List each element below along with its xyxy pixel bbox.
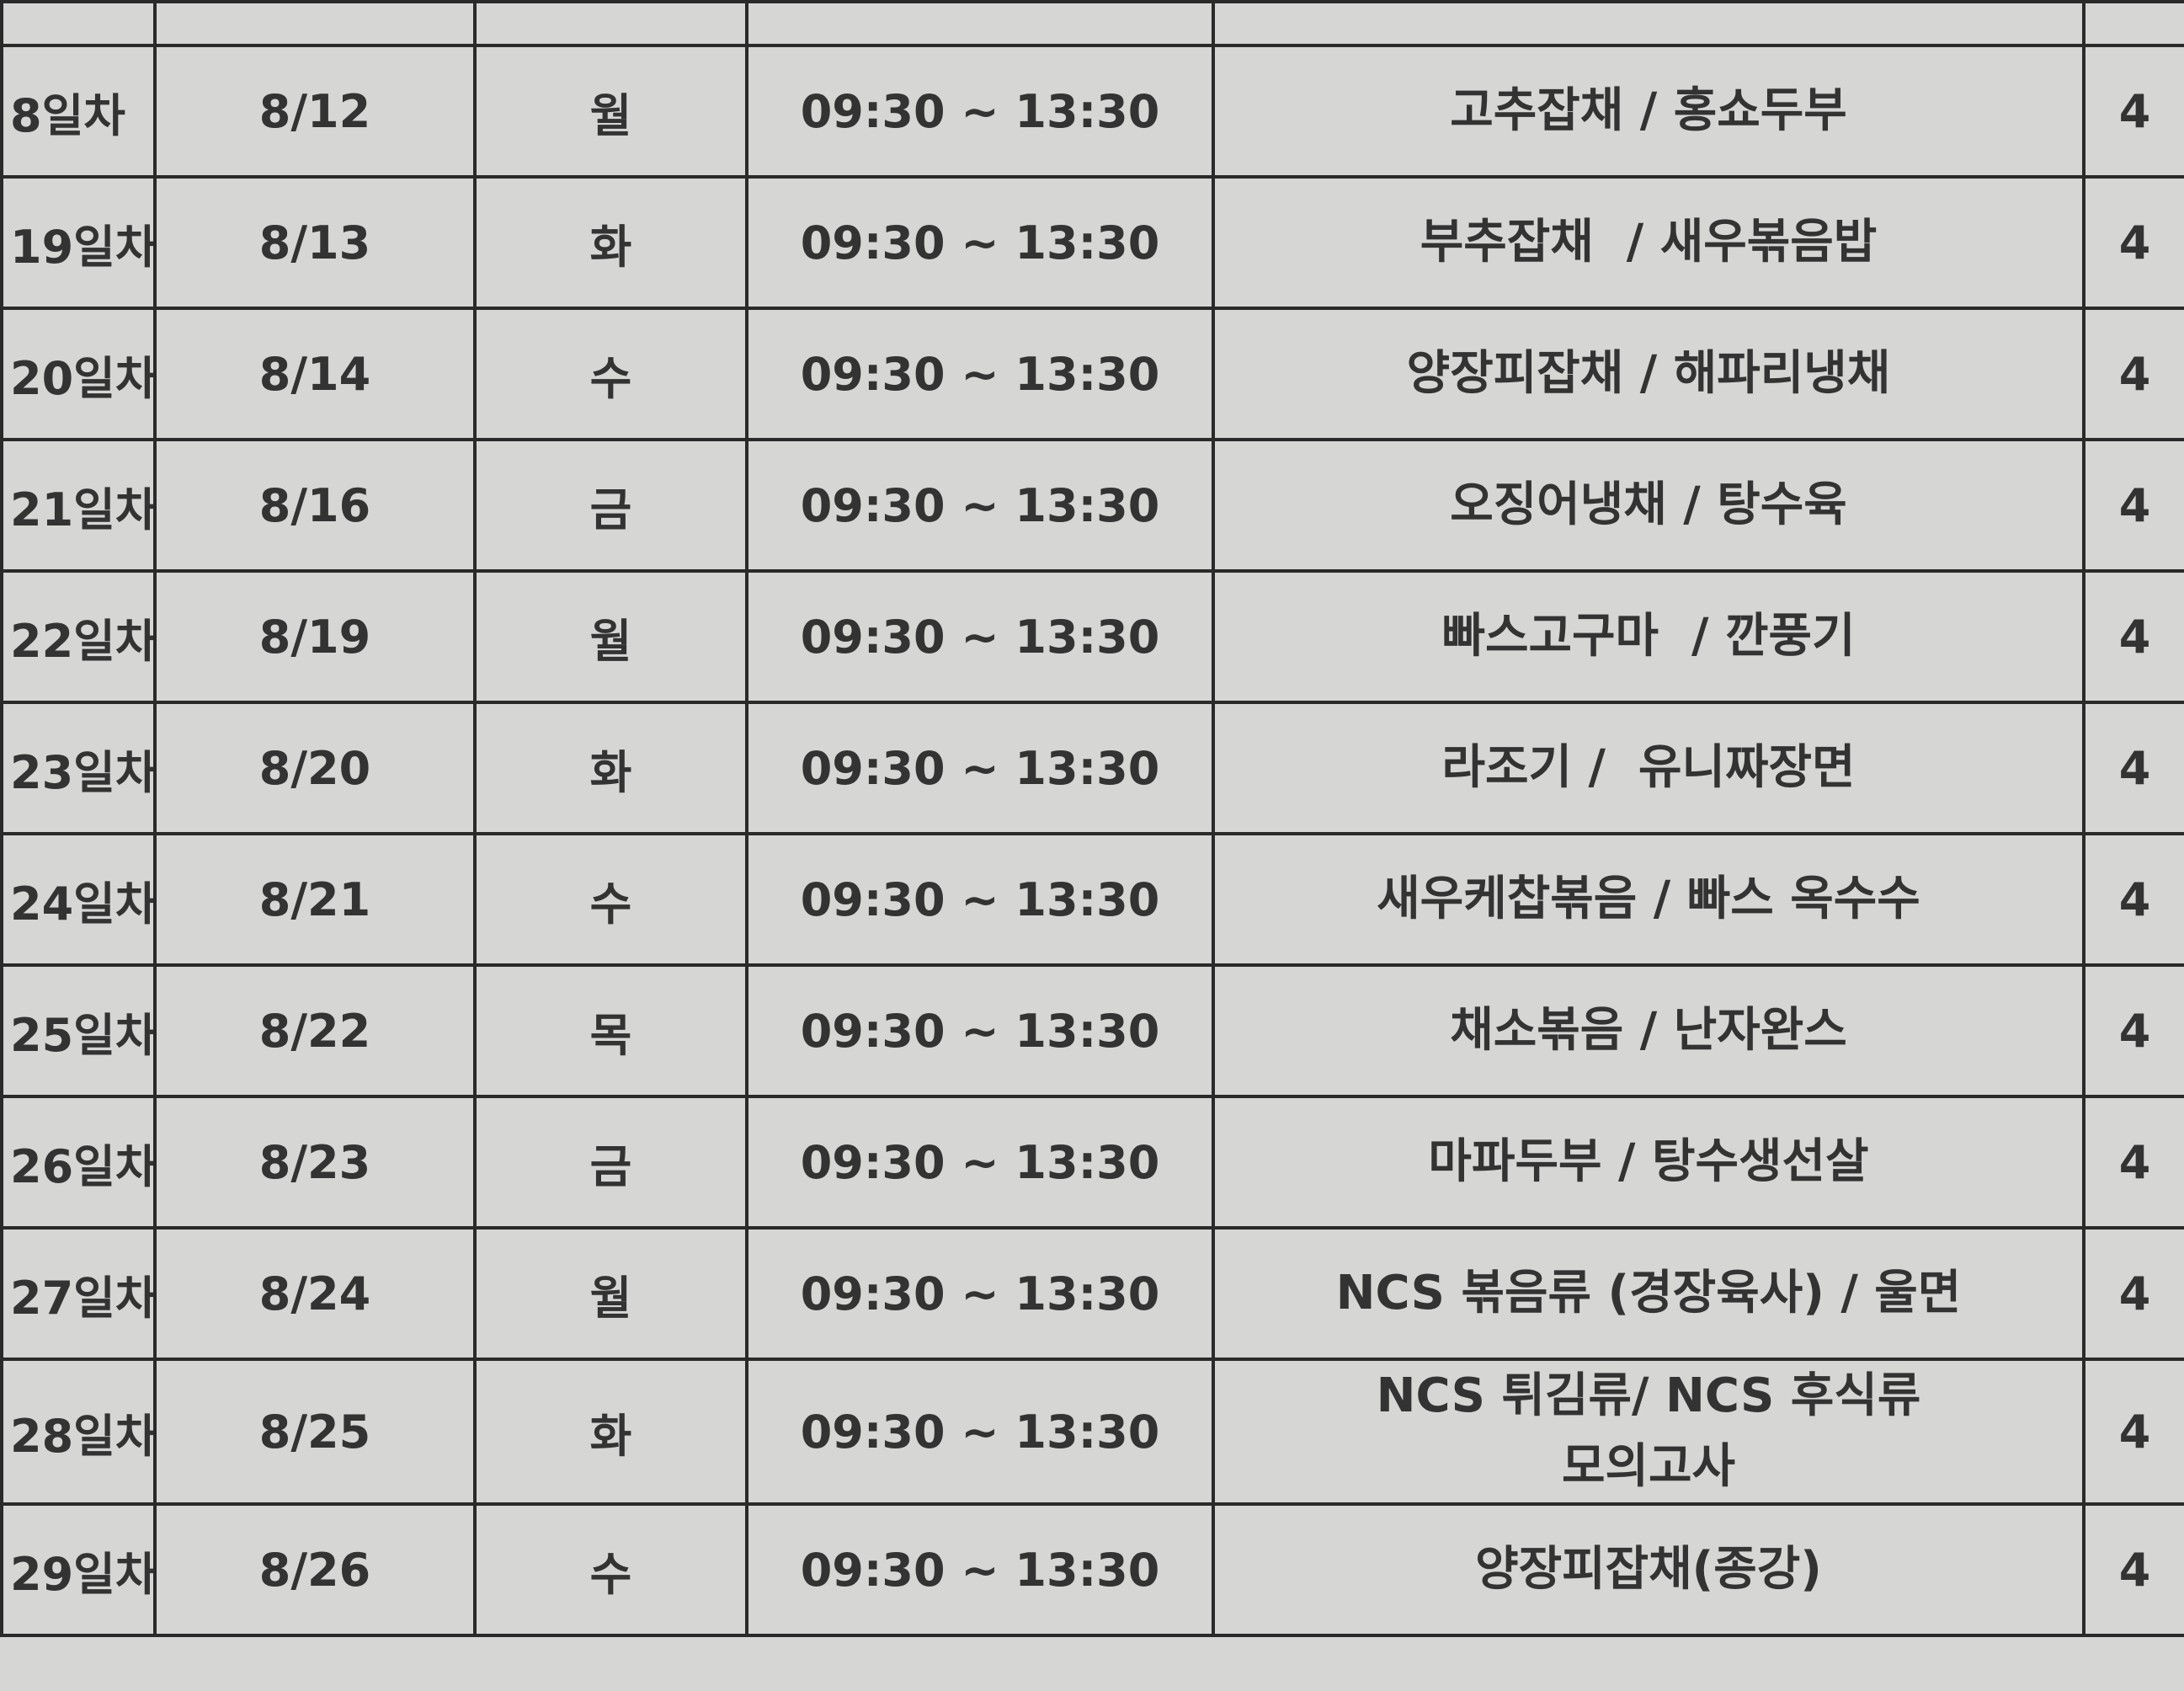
cell bbox=[1212, 0, 2085, 47]
time-cell: 09:30 ~ 13:30 bbox=[745, 438, 1215, 573]
table-row: 25일차 8/22 목 09:30 ~ 13:30 채소볶음 / 난자완스 4 bbox=[0, 963, 2184, 1098]
day-cell: 24일차 bbox=[0, 832, 157, 967]
weekday-cell: 월 bbox=[473, 1226, 748, 1361]
day-cell: 26일차 bbox=[0, 1095, 157, 1230]
date-cell: 8/21 bbox=[153, 832, 477, 967]
day-cell: 27일차 bbox=[0, 1226, 157, 1361]
time-cell: 09:30 ~ 13:30 bbox=[745, 963, 1215, 1098]
date-cell: 8/16 bbox=[153, 438, 477, 573]
weekday-cell: 목 bbox=[473, 963, 748, 1098]
date-cell: 8/20 bbox=[153, 701, 477, 835]
hours-cell: 4 bbox=[2082, 44, 2184, 179]
table-row: 23일차 8/20 화 09:30 ~ 13:30 라조기 / 유니짜장면 4 bbox=[0, 701, 2184, 835]
weekday-cell: 금 bbox=[473, 438, 748, 573]
schedule-table: 8일차 8/12 월 09:30 ~ 13:30 고추잡채 / 홍쇼두부 4 19일차 8/1… bbox=[0, 0, 2184, 1637]
table-row: 21일차 8/16 금 09:30 ~ 13:30 오징어냉채 / 탕수육 4 bbox=[0, 438, 2184, 573]
day-cell: 28일차 bbox=[0, 1358, 157, 1506]
weekday-cell: 수 bbox=[473, 1502, 748, 1637]
table-row: 24일차 8/21 수 09:30 ~ 13:30 새우케찹볶음 / 빠스 옥수수 4 bbox=[0, 832, 2184, 967]
cell bbox=[2082, 0, 2184, 47]
day-cell: 22일차 bbox=[0, 569, 157, 704]
table-row bbox=[0, 0, 2184, 47]
menu-cell: 채소볶음 / 난자완스 bbox=[1212, 963, 2085, 1098]
hours-cell: 4 bbox=[2082, 1095, 2184, 1230]
cell bbox=[0, 0, 157, 47]
hours-cell: 4 bbox=[2082, 1226, 2184, 1361]
hours-cell: 4 bbox=[2082, 1358, 2184, 1506]
hours-cell: 4 bbox=[2082, 438, 2184, 573]
weekday-cell: 수 bbox=[473, 832, 748, 967]
time-cell: 09:30 ~ 13:30 bbox=[745, 569, 1215, 704]
menu-cell: 오징어냉채 / 탕수육 bbox=[1212, 438, 2085, 573]
day-cell: 29일차 bbox=[0, 1502, 157, 1637]
time-cell: 09:30 ~ 13:30 bbox=[745, 832, 1215, 967]
menu-cell: 고추잡채 / 홍쇼두부 bbox=[1212, 44, 2085, 179]
time-cell: 09:30 ~ 13:30 bbox=[745, 1358, 1215, 1506]
cell bbox=[153, 0, 477, 47]
table-row: 20일차 8/14 수 09:30 ~ 13:30 양장피잡채 / 해파리냉채 4 bbox=[0, 307, 2184, 441]
time-cell: 09:30 ~ 13:30 bbox=[745, 307, 1215, 441]
date-cell: 8/19 bbox=[153, 569, 477, 704]
time-cell: 09:30 ~ 13:30 bbox=[745, 175, 1215, 310]
table-body: 8일차 8/12 월 09:30 ~ 13:30 고추잡채 / 홍쇼두부 4 19일차 8/1… bbox=[0, 0, 2184, 1637]
table-row: 8일차 8/12 월 09:30 ~ 13:30 고추잡채 / 홍쇼두부 4 bbox=[0, 44, 2184, 179]
date-cell: 8/25 bbox=[153, 1358, 477, 1506]
time-cell: 09:30 ~ 13:30 bbox=[745, 44, 1215, 179]
hours-cell: 4 bbox=[2082, 307, 2184, 441]
time-cell: 09:30 ~ 13:30 bbox=[745, 1095, 1215, 1230]
menu-line: NCS 튀김류/ NCS 후식류 bbox=[1376, 1368, 1921, 1423]
weekday-cell: 화 bbox=[473, 175, 748, 310]
menu-cell: NCS 볶음류 (경장육사) / 울면 bbox=[1212, 1226, 2085, 1361]
menu-line: 모의고사 bbox=[1561, 1439, 1736, 1494]
cell bbox=[473, 0, 748, 47]
weekday-cell: 월 bbox=[473, 44, 748, 179]
day-cell: 20일차 bbox=[0, 307, 157, 441]
table-row: 22일차 8/19 월 09:30 ~ 13:30 빠스고구마 / 깐풍기 4 bbox=[0, 569, 2184, 704]
table-row: 28일차 8/25 화 09:30 ~ 13:30 NCS 튀김류/ NCS 후식류 모의… bbox=[0, 1358, 2184, 1506]
date-cell: 8/24 bbox=[153, 1226, 477, 1361]
hours-cell: 4 bbox=[2082, 963, 2184, 1098]
table-row: 27일차 8/24 월 09:30 ~ 13:30 NCS 볶음류 (경장육사) / 울… bbox=[0, 1226, 2184, 1361]
menu-cell: 양장피잡채 / 해파리냉채 bbox=[1212, 307, 2085, 441]
date-cell: 8/23 bbox=[153, 1095, 477, 1230]
menu-cell: 부추잡채 / 새우볶음밥 bbox=[1212, 175, 2085, 310]
menu-cell: 마파두부 / 탕수생선살 bbox=[1212, 1095, 2085, 1230]
table-row: 26일차 8/23 금 09:30 ~ 13:30 마파두부 / 탕수생선살 4 bbox=[0, 1095, 2184, 1230]
date-cell: 8/12 bbox=[153, 44, 477, 179]
hours-cell: 4 bbox=[2082, 175, 2184, 310]
menu-cell: 빠스고구마 / 깐풍기 bbox=[1212, 569, 2085, 704]
date-cell: 8/13 bbox=[153, 175, 477, 310]
hours-cell: 4 bbox=[2082, 569, 2184, 704]
day-cell: 23일차 bbox=[0, 701, 157, 835]
day-cell: 19일차 bbox=[0, 175, 157, 310]
date-cell: 8/14 bbox=[153, 307, 477, 441]
day-cell: 21일차 bbox=[0, 438, 157, 573]
day-cell: 8일차 bbox=[0, 44, 157, 179]
day-cell: 25일차 bbox=[0, 963, 157, 1098]
menu-cell: 라조기 / 유니짜장면 bbox=[1212, 701, 2085, 835]
menu-cell: 새우케찹볶음 / 빠스 옥수수 bbox=[1212, 832, 2085, 967]
time-cell: 09:30 ~ 13:30 bbox=[745, 1226, 1215, 1361]
date-cell: 8/22 bbox=[153, 963, 477, 1098]
date-cell: 8/26 bbox=[153, 1502, 477, 1637]
menu-cell: 양장피잡채(종강) bbox=[1212, 1502, 2085, 1637]
hours-cell: 4 bbox=[2082, 1502, 2184, 1637]
weekday-cell: 월 bbox=[473, 569, 748, 704]
cell bbox=[745, 0, 1215, 47]
weekday-cell: 수 bbox=[473, 307, 748, 441]
time-cell: 09:30 ~ 13:30 bbox=[745, 1502, 1215, 1637]
table-row: 29일차 8/26 수 09:30 ~ 13:30 양장피잡채(종강) 4 bbox=[0, 1502, 2184, 1637]
hours-cell: 4 bbox=[2082, 701, 2184, 835]
hours-cell: 4 bbox=[2082, 832, 2184, 967]
time-cell: 09:30 ~ 13:30 bbox=[745, 701, 1215, 835]
table-row: 19일차 8/13 화 09:30 ~ 13:30 부추잡채 / 새우볶음밥 4 bbox=[0, 175, 2184, 310]
weekday-cell: 화 bbox=[473, 1358, 748, 1506]
weekday-cell: 금 bbox=[473, 1095, 748, 1230]
weekday-cell: 화 bbox=[473, 701, 748, 835]
